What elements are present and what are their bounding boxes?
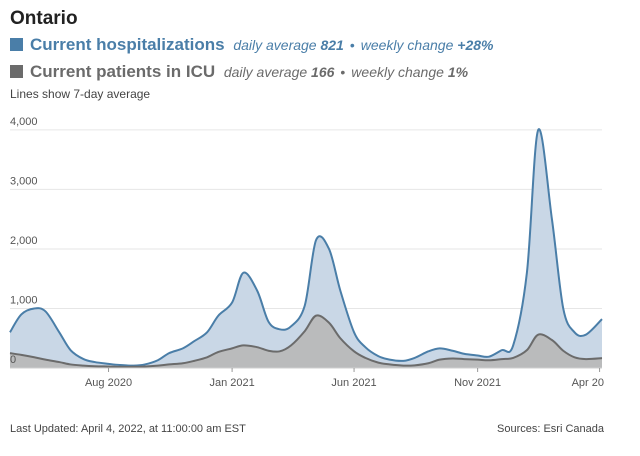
- y-tick-label: 4,000: [10, 116, 38, 128]
- hospitalizations-label: Current hospitalizations: [30, 35, 225, 54]
- icu-avg-value: 166: [311, 64, 335, 80]
- x-tick-label: Nov 2021: [454, 377, 501, 389]
- source-credit: Sources: Esri Canada: [497, 423, 604, 435]
- icu-label: Current patients in ICU: [30, 62, 216, 81]
- hospitalizations-line: [9, 128, 603, 367]
- hospitalizations-avg-text: daily average: [233, 37, 317, 53]
- chart-grid: [10, 129, 602, 309]
- hospitalizations-change-value: +28%: [457, 37, 494, 53]
- y-tick-label: 2,000: [10, 235, 38, 247]
- icu-area: [10, 315, 602, 368]
- last-updated: Last Updated: April 4, 2022, at 11:00:00…: [10, 423, 246, 435]
- y-tick-label: 3,000: [10, 175, 38, 187]
- icu-line: [9, 314, 603, 368]
- separator-dot: •: [340, 64, 346, 80]
- x-tick-label: Jun 2021: [331, 377, 376, 389]
- y-tick-label: 0: [10, 354, 16, 366]
- x-tick-label: Jan 2021: [209, 377, 254, 389]
- x-axis: Aug 2020 Jan 2021 Jun 2021 Nov 2021 Apr 20: [10, 367, 604, 389]
- y-tick-label: 1,000: [10, 294, 38, 306]
- separator-dot: •: [349, 37, 355, 53]
- x-tick-label: Apr 20: [572, 377, 604, 389]
- legend-icu[interactable]: Current patients in ICU daily average 16…: [10, 62, 468, 82]
- x-tick-label: Aug 2020: [85, 377, 132, 389]
- icu-stats: daily average 166 • weekly change 1%: [224, 64, 468, 80]
- icu-change-text: weekly change: [351, 64, 444, 80]
- chart-note: Lines show 7-day average: [10, 87, 151, 101]
- y-axis: 0 1,000 2,000 3,000 4,000: [10, 116, 38, 366]
- hospitalizations-stats: daily average 821 • weekly change +28%: [233, 37, 493, 53]
- chart-series: [9, 128, 603, 368]
- hospitalizations-avg-value: 821: [320, 37, 344, 53]
- hospitalizations-swatch: [10, 38, 23, 51]
- hospitalization-chart[interactable]: 0 1,000 2,000 3,000 4,000 Aug 2020 Jan 2021 Ju…: [0, 100, 640, 400]
- legend-hospitalizations[interactable]: Current hospitalizations daily average 8…: [10, 35, 493, 55]
- region-title: Ontario: [10, 8, 78, 29]
- hospitalizations-change-text: weekly change: [360, 37, 454, 53]
- icu-swatch: [10, 65, 23, 78]
- icu-avg-text: daily average: [223, 64, 308, 80]
- icu-change-value: 1%: [447, 64, 469, 80]
